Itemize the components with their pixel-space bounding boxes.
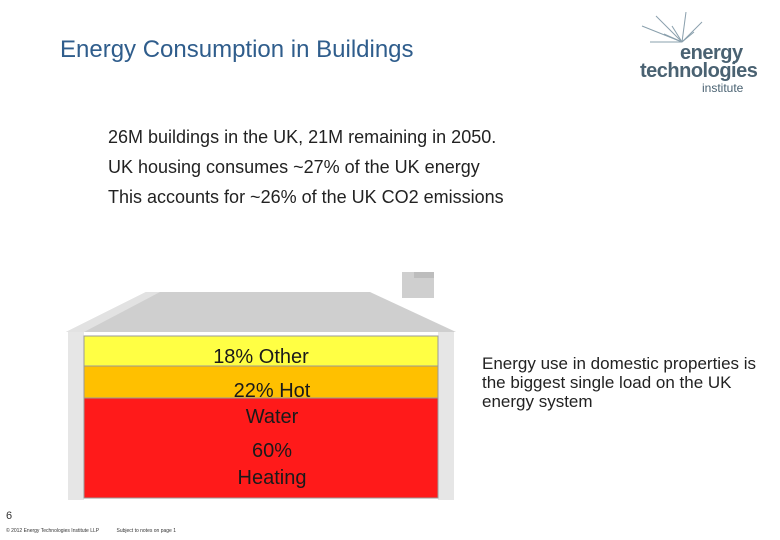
chimney-top <box>414 272 434 278</box>
eti-logo: energy technologies institute <box>636 12 776 102</box>
bullet-item: 26M buildings in the UK, 21M remaining i… <box>108 127 497 147</box>
label-other: 18% Other <box>213 346 309 368</box>
house-roof <box>66 292 456 332</box>
footer-copyright: © 2012 Energy Technologies Institute LLP <box>6 528 100 534</box>
label-hot-water: 22% Hot Water <box>233 380 311 428</box>
band-other <box>83 335 439 367</box>
bullet-list: 26M buildings in the UK, 21M remaining i… <box>108 122 504 212</box>
label-heating: 60% Heating <box>237 440 307 489</box>
side-note: Energy use in domestic properties is the… <box>482 354 757 411</box>
band-heating <box>83 397 439 499</box>
slide-title: Energy Consumption in Buildings <box>60 36 414 63</box>
bullet-item: This accounts for ~26% of the UK CO2 emi… <box>108 187 504 207</box>
logo-word-institute: institute <box>702 81 744 95</box>
starburst-icon <box>641 12 703 43</box>
bullet-item: UK housing consumes ~27% of the UK energ… <box>108 157 480 177</box>
house-wall-right <box>438 332 454 500</box>
footer: © 2012 Energy Technologies Institute LLP… <box>6 528 192 534</box>
page-number: 6 <box>6 510 13 522</box>
house-roof-shade <box>66 292 160 332</box>
logo-word-energy: energy <box>680 42 743 64</box>
house-wall-left <box>68 332 84 500</box>
logo-word-technologies: technologies <box>640 60 758 82</box>
footer-subject: Subject to notes on page 1 <box>116 528 177 534</box>
